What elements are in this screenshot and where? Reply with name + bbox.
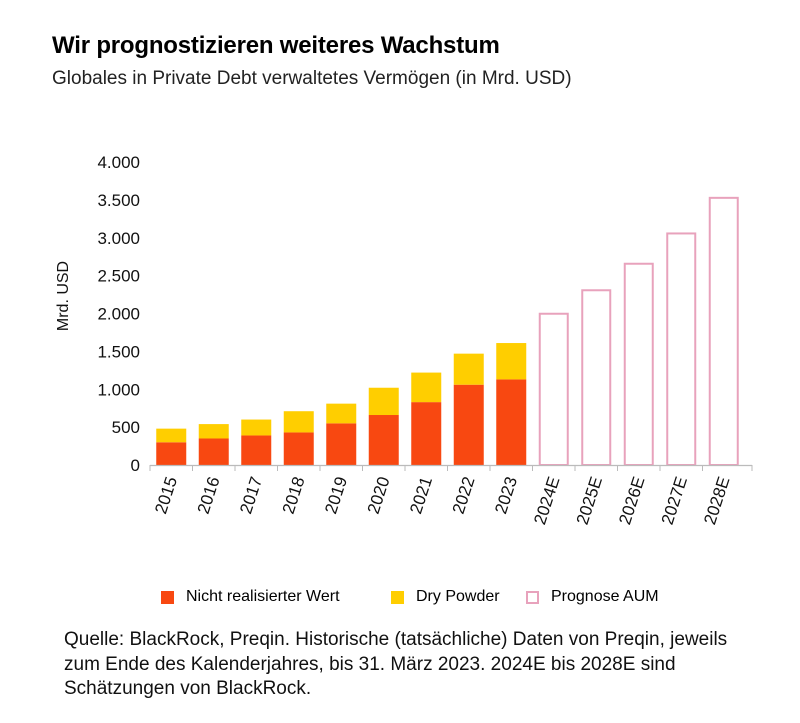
bar-dry-powder-2015: [156, 428, 187, 443]
x-tick-label: 2023: [491, 474, 521, 516]
y-tick-label: 1.500: [97, 342, 140, 361]
bar-forecast-2027E: [666, 232, 697, 466]
bar-dry-powder-2020: [368, 387, 399, 416]
legend-label-forecast: Prognose AUM: [551, 588, 659, 605]
x-tick-label: 2018: [279, 474, 309, 516]
bar-forecast-2024E: [538, 312, 569, 466]
x-tick-label: 2021: [406, 474, 436, 516]
legend-item-unrealized: Nicht realisierter Wert: [161, 588, 340, 606]
y-tick-label: 2.500: [97, 267, 140, 286]
bar-dry-powder-2022: [453, 353, 484, 385]
bar-forecast-2025E: [581, 289, 612, 467]
x-tick-label: 2024E: [530, 474, 563, 527]
legend-swatch-dry-powder: [391, 590, 404, 604]
legend-swatch-unrealized: [161, 590, 174, 604]
y-tick-label: 4.000: [97, 153, 140, 172]
y-tick-label: 1.000: [97, 380, 140, 399]
legend-swatch-forecast: [526, 590, 539, 604]
legend-item-dry-powder: Dry Powder: [391, 588, 500, 606]
x-tick-label: 2025E: [573, 474, 606, 527]
y-tick-label: 2.000: [97, 305, 140, 324]
x-tick-label: 2022: [449, 474, 479, 516]
bar-unrealized-2016: [198, 438, 229, 465]
y-tick-label: 500: [112, 418, 140, 437]
bar-unrealized-2015: [156, 442, 187, 465]
bar-forecast-2026E: [623, 262, 654, 466]
y-tick-label: 3.500: [97, 191, 140, 210]
legend-item-forecast: Prognose AUM: [526, 588, 659, 606]
bar-unrealized-2018: [283, 432, 314, 465]
y-tick-label: 0: [131, 456, 140, 475]
bar-dry-powder-2017: [241, 419, 272, 436]
x-tick-label: 2017: [236, 474, 266, 516]
x-tick-label: 2028E: [700, 474, 733, 527]
x-tick-label: 2027E: [658, 474, 691, 527]
y-axis-label: Mrd. USD: [55, 261, 72, 331]
bar-dry-powder-2018: [283, 411, 314, 433]
bar-chart: 0 500 1.000 1.500 2.000 2.500 3.000 3.500 4.000 M…: [55, 153, 753, 527]
chart-subtitle: Globales in Private Debt verwaltetes Ver…: [52, 68, 572, 89]
bar-unrealized-2022: [453, 384, 484, 465]
bar-dry-powder-2021: [411, 372, 442, 403]
x-tick-label: 2026E: [615, 474, 648, 527]
x-tick-label: 2019: [321, 474, 351, 516]
x-tick-label: 2020: [364, 474, 394, 516]
x-tick-label: 2016: [194, 474, 224, 516]
y-tick-label: 3.000: [97, 229, 140, 248]
chart-title: Wir prognostizieren weiteres Wachstum: [52, 32, 500, 59]
bar-unrealized-2023: [496, 379, 527, 465]
bar-forecast-2028E: [708, 196, 739, 466]
bar-dry-powder-2016: [198, 424, 229, 439]
legend-label-unrealized: Nicht realisierter Wert: [186, 588, 340, 605]
legend-label-dry-powder: Dry Powder: [416, 588, 500, 605]
bar-dry-powder-2023: [496, 343, 527, 380]
source-note: Quelle: BlackRock, Preqin. Historische (…: [64, 629, 728, 699]
bar-unrealized-2019: [326, 423, 357, 465]
x-tick-label: 2015: [151, 474, 181, 516]
bar-dry-powder-2019: [326, 403, 357, 424]
bar-unrealized-2020: [368, 415, 399, 465]
bar-unrealized-2021: [411, 402, 442, 465]
bar-unrealized-2017: [241, 435, 272, 465]
